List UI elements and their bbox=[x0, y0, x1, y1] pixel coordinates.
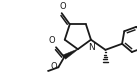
Text: O: O bbox=[51, 62, 57, 71]
Text: O: O bbox=[47, 70, 48, 71]
Text: O: O bbox=[59, 2, 66, 11]
Polygon shape bbox=[63, 49, 78, 59]
Text: O: O bbox=[48, 36, 55, 45]
Text: N: N bbox=[89, 43, 95, 52]
